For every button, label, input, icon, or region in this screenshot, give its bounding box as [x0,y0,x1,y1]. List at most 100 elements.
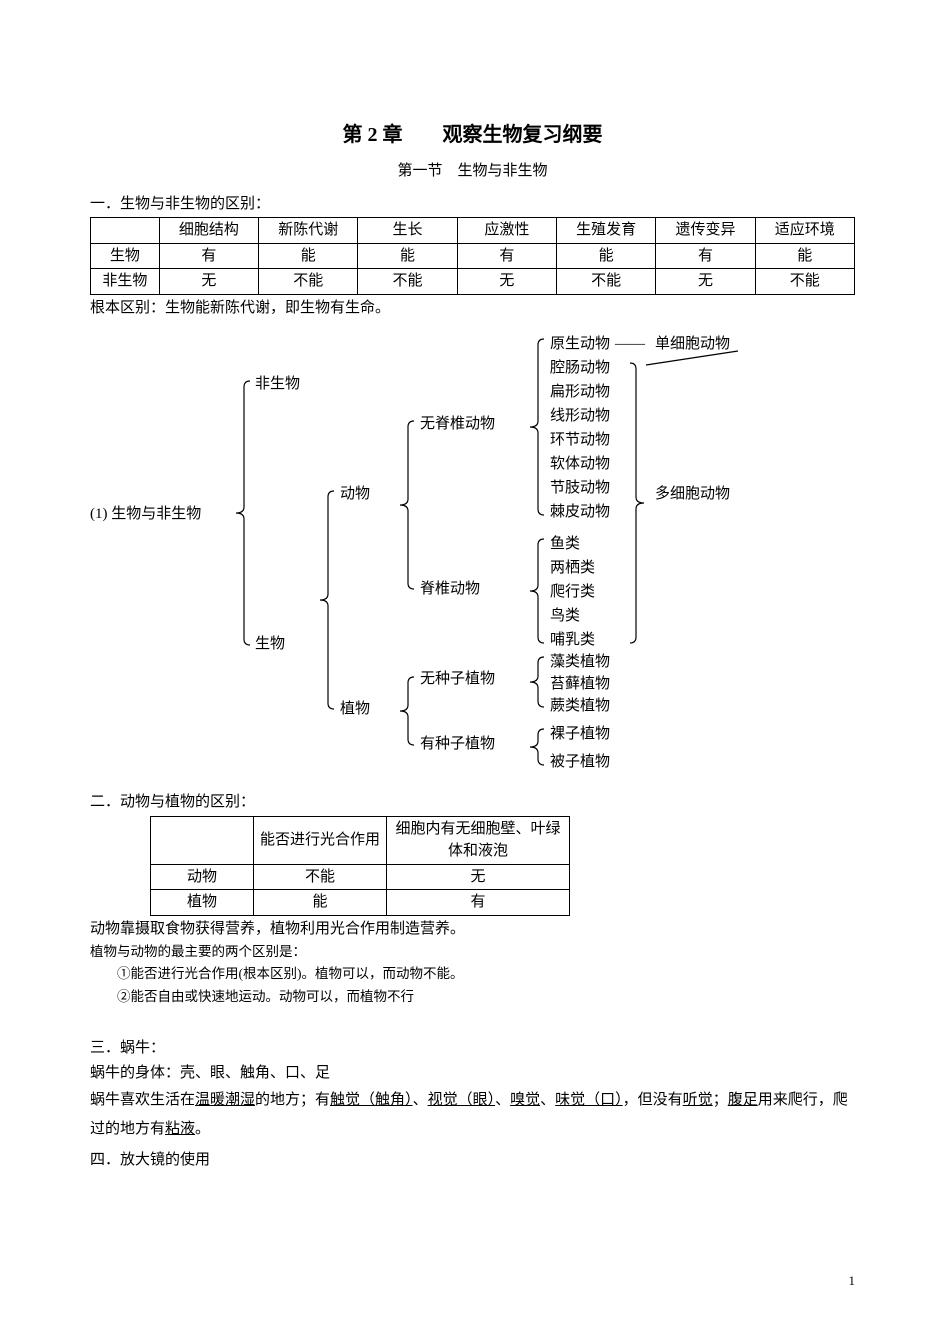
tree-leaf: 鸟类 [550,605,580,628]
tree-leaf: 两栖类 [550,557,595,580]
table-cell: 能 [259,243,358,269]
table-header-cell: 生长 [358,218,457,244]
tree-leaf: 软体动物 [550,453,610,476]
snail-habits: 蜗牛喜欢生活在温暖潮湿的地方；有触觉（触角）、视觉（眼）、嗅觉、味觉（口），但没… [90,1086,855,1143]
tree-root: (1) 生物与非生物 [90,503,201,526]
tree-leaf: 鱼类 [550,533,580,556]
heading-3: 三．蜗牛： [90,1037,855,1060]
table-cell: 能 [755,243,854,269]
classification-tree: (1) 生物与非生物 非生物 生物 动物 植物 无脊椎动物 脊椎动物 无种子植物… [90,333,855,783]
tree-nonliving: 非生物 [255,373,300,396]
snail-underline: 粘液 [165,1121,195,1137]
tree-invertebrate: 无脊椎动物 [420,413,495,436]
table-animal-plant: 能否进行光合作用细胞内有无细胞壁、叶绿体和液泡动物不能无植物能有 [150,816,570,916]
table-header-cell: 应激性 [457,218,556,244]
snail-text: 。 [195,1121,210,1137]
table-header-cell: 生殖发育 [557,218,656,244]
table-living-nonliving: 细胞结构新陈代谢生长应激性生殖发育遗传变异适应环境生物有能能有能有能非生物无不能… [90,217,855,295]
tree-leaf: 藻类植物 [550,651,610,674]
table-cell: 不能 [259,269,358,295]
tree-leaf: 节肢动物 [550,477,610,500]
table-cell: 非生物 [91,269,160,295]
snail-text: ，但没有 [623,1092,683,1108]
table-cell: 不能 [254,864,387,890]
table-cell: 生物 [91,243,160,269]
tree-multicell: 多细胞动物 [655,483,730,506]
table-cell: 不能 [755,269,854,295]
tree-leaf: 被子植物 [550,751,610,774]
line-c: ①能否进行光合作用(根本区别)。植物可以，而动物不能。 [90,964,855,984]
table-cell: 无 [159,269,258,295]
table-header-cell: 能否进行光合作用 [254,816,387,864]
table-row: 生物有能能有能有能 [91,243,855,269]
table-cell: 无 [457,269,556,295]
tree-leaf: 棘皮动物 [550,501,610,524]
tree-leaf: 蕨类植物 [550,695,610,718]
table-header-cell: 新陈代谢 [259,218,358,244]
heading-2: 二．动物与植物的区别： [90,791,855,814]
tree-leaf: 环节动物 [550,429,610,452]
tree-seedless: 无种子植物 [420,668,495,691]
line-a: 动物靠摄取食物获得营养，植物利用光合作用制造营养。 [90,918,855,941]
table-cell: 能 [557,243,656,269]
snail-underline: 触觉（触角） [330,1092,413,1108]
table-row: 非生物无不能不能无不能无不能 [91,269,855,295]
table-cell: 无 [387,864,570,890]
table-cell: 动物 [151,864,254,890]
heading-4: 四．放大镜的使用 [90,1149,855,1172]
snail-text: 、 [495,1092,510,1108]
tree-animal: 动物 [340,483,370,506]
tree-dash: —— [615,333,645,356]
snail-underline: 听觉 [683,1092,713,1108]
heading-1: 一．生物与非生物的区别： [90,193,855,216]
tree-vertebrate: 脊椎动物 [420,578,480,601]
table-cell: 不能 [557,269,656,295]
tree-living: 生物 [255,633,285,656]
snail-underline: 温暖潮湿 [195,1092,255,1108]
table-row: 动物不能无 [151,864,570,890]
tree-leaf: 线形动物 [550,405,610,428]
table-cell: 不能 [358,269,457,295]
table-header-cell: 细胞内有无细胞壁、叶绿体和液泡 [387,816,570,864]
table-cell: 植物 [151,890,254,916]
chapter-title: 第 2 章 观察生物复习纲要 [90,120,855,150]
tree-singlecell: 单细胞动物 [655,333,730,356]
snail-underline: 味觉（口） [555,1092,623,1108]
table-row: 植物能有 [151,890,570,916]
tree-leaf: 原生动物 [550,333,610,356]
tree-leaf: 扁形动物 [550,381,610,404]
tree-leaf: 哺乳类 [550,629,595,652]
table-header-cell: 遗传变异 [656,218,755,244]
table-cell: 能 [254,890,387,916]
table-header-cell: 细胞结构 [159,218,258,244]
table-animal-plant-wrap: 能否进行光合作用细胞内有无细胞壁、叶绿体和液泡动物不能无植物能有 [150,816,855,916]
table-cell: 有 [457,243,556,269]
line-d: ②能否自由或快速地运动。动物可以，而植物不行 [90,987,855,1007]
snail-text: 、 [413,1092,428,1108]
snail-text: ； [713,1092,728,1108]
line-b: 植物与动物的最主要的两个区别是： [90,942,855,962]
tree-leaf: 爬行类 [550,581,595,604]
table-header-cell: 适应环境 [755,218,854,244]
tree-leaf: 苔藓植物 [550,673,610,696]
page-number: 1 [849,1271,856,1291]
table-cell: 有 [159,243,258,269]
tree-connectors [90,333,855,783]
note-fundamental-diff: 根本区别：生物能新陈代谢，即生物有生命。 [90,297,855,320]
table-cell: 能 [358,243,457,269]
snail-text: 蜗牛喜欢生活在 [90,1092,195,1108]
snail-underline: 视觉（眼） [428,1092,496,1108]
table-cell: 有 [656,243,755,269]
table-header-cell [91,218,160,244]
tree-leaf: 腔肠动物 [550,357,610,380]
tree-seeded: 有种子植物 [420,733,495,756]
snail-text: 的地方；有 [255,1092,330,1108]
snail-body: 蜗牛的身体：壳、眼、触角、口、足 [90,1062,855,1085]
snail-text: 、 [540,1092,555,1108]
tree-leaf: 裸子植物 [550,723,610,746]
snail-underline: 嗅觉 [510,1092,540,1108]
tree-plant: 植物 [340,698,370,721]
table-header-cell [151,816,254,864]
document-page: 第 2 章 观察生物复习纲要 第一节 生物与非生物 一．生物与非生物的区别： 细… [0,0,945,1338]
table-cell: 无 [656,269,755,295]
